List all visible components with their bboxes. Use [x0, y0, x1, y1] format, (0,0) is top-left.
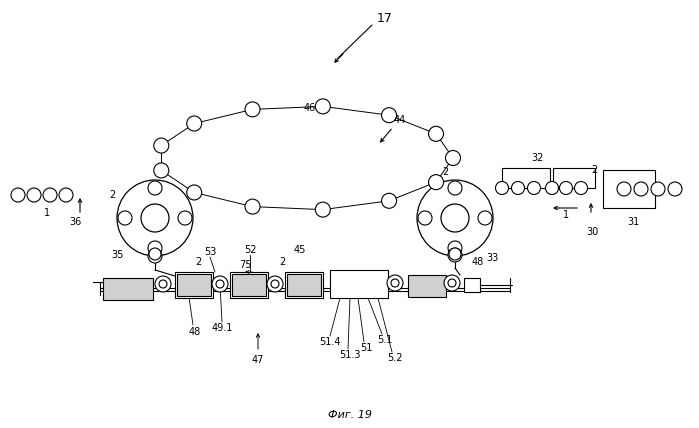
Text: 2: 2	[279, 257, 285, 267]
Text: 1: 1	[563, 210, 569, 220]
Circle shape	[428, 175, 444, 190]
Text: 33: 33	[486, 253, 498, 263]
Circle shape	[428, 126, 444, 141]
Text: 51.3: 51.3	[339, 350, 361, 360]
Circle shape	[545, 181, 559, 194]
Text: 2: 2	[109, 190, 115, 200]
Circle shape	[271, 280, 279, 288]
Text: 31: 31	[627, 217, 639, 227]
Circle shape	[315, 202, 331, 217]
Text: 46: 46	[304, 103, 316, 113]
Circle shape	[445, 151, 461, 166]
Circle shape	[59, 188, 73, 202]
Circle shape	[634, 182, 648, 196]
Circle shape	[148, 249, 162, 263]
Circle shape	[387, 275, 403, 291]
Circle shape	[159, 280, 167, 288]
Circle shape	[382, 193, 396, 208]
Text: 45: 45	[294, 245, 306, 255]
Circle shape	[444, 275, 460, 291]
Bar	[502, 168, 550, 188]
Text: 30: 30	[586, 227, 598, 237]
Text: 2: 2	[195, 257, 201, 267]
Text: 48: 48	[189, 327, 201, 337]
Circle shape	[155, 276, 171, 292]
Text: 51: 51	[360, 343, 372, 353]
Text: 2: 2	[442, 167, 448, 177]
Circle shape	[668, 182, 682, 196]
Bar	[175, 272, 213, 298]
Text: 49.1: 49.1	[211, 323, 233, 333]
Circle shape	[187, 185, 202, 200]
Text: 44: 44	[394, 115, 406, 125]
Text: 17: 17	[377, 12, 393, 24]
Text: 47: 47	[252, 355, 264, 365]
Circle shape	[382, 108, 396, 123]
Bar	[553, 168, 595, 188]
Bar	[232, 274, 266, 296]
Circle shape	[441, 204, 469, 232]
Circle shape	[154, 138, 168, 153]
Circle shape	[216, 280, 224, 288]
Text: 5.2: 5.2	[387, 353, 403, 363]
Text: 1: 1	[44, 208, 50, 218]
Bar	[103, 278, 153, 300]
Text: 51.4: 51.4	[319, 337, 340, 347]
Circle shape	[559, 181, 572, 194]
Text: 2: 2	[591, 165, 597, 175]
Text: 32: 32	[531, 153, 543, 163]
Circle shape	[245, 199, 260, 214]
Circle shape	[43, 188, 57, 202]
Circle shape	[528, 181, 540, 194]
Bar	[464, 278, 480, 292]
Circle shape	[11, 188, 25, 202]
Text: 75: 75	[239, 260, 251, 270]
Bar	[177, 274, 211, 296]
Circle shape	[27, 188, 41, 202]
Text: 5.1: 5.1	[377, 335, 393, 345]
Circle shape	[154, 163, 168, 178]
Text: 52: 52	[244, 245, 257, 255]
Circle shape	[141, 204, 169, 232]
Circle shape	[617, 182, 631, 196]
Bar	[408, 275, 446, 297]
Text: Фиг. 19: Фиг. 19	[328, 410, 372, 420]
Circle shape	[267, 276, 283, 292]
Circle shape	[187, 116, 202, 131]
Circle shape	[315, 99, 331, 114]
Circle shape	[496, 181, 508, 194]
Circle shape	[651, 182, 665, 196]
Circle shape	[448, 279, 456, 287]
Circle shape	[512, 181, 524, 194]
Circle shape	[575, 181, 587, 194]
Circle shape	[391, 279, 399, 287]
Text: 53: 53	[204, 247, 216, 257]
Circle shape	[212, 276, 228, 292]
Circle shape	[149, 248, 161, 260]
Bar	[330, 270, 388, 298]
Bar	[287, 274, 321, 296]
Circle shape	[117, 180, 193, 256]
Circle shape	[448, 248, 462, 262]
Bar	[230, 272, 268, 298]
Text: 48: 48	[472, 257, 484, 267]
Circle shape	[417, 180, 493, 256]
Circle shape	[245, 102, 260, 117]
Bar	[285, 272, 323, 298]
Circle shape	[449, 248, 461, 260]
Bar	[603, 170, 655, 208]
Text: 36: 36	[69, 217, 81, 227]
Text: 35: 35	[112, 250, 124, 260]
